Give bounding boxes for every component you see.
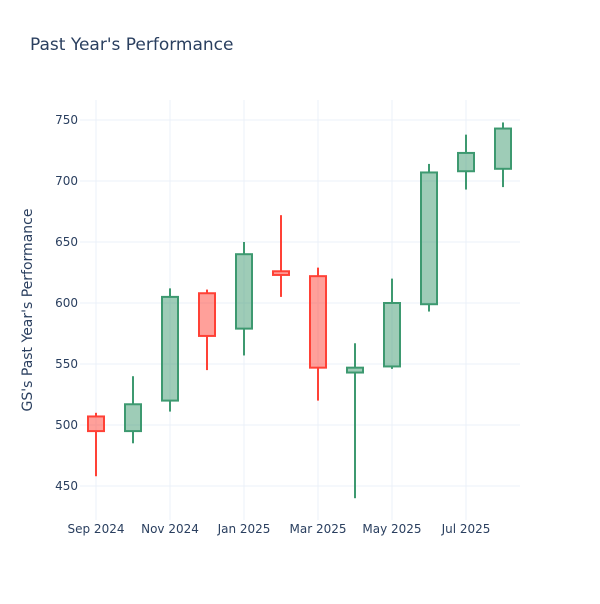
- candles: [87, 122, 512, 499]
- candle-body: [420, 171, 438, 306]
- candle-2025-04: [346, 343, 364, 499]
- candle-2025-06: [420, 163, 438, 312]
- candle-2024-11: [161, 288, 179, 412]
- x-tick-label: Jan 2025: [217, 522, 271, 536]
- x-axis-ticks: Sep 2024 Nov 2024 Jan 2025 Mar 2025 May 2025…: [68, 522, 491, 536]
- x-tick-label: Mar 2025: [290, 522, 347, 536]
- y-tick-label: 600: [55, 296, 78, 310]
- y-axis-ticks: 450 500 550 600 650 700 750: [55, 113, 78, 493]
- candle-2025-05: [383, 278, 401, 369]
- candle-2025-01: [235, 242, 253, 356]
- y-tick-label: 500: [55, 418, 78, 432]
- candle-body: [198, 292, 216, 337]
- candle-body: [494, 127, 512, 170]
- candle-body: [457, 151, 475, 173]
- candle-2025-03: [309, 267, 327, 401]
- candle-2024-12: [198, 289, 216, 371]
- candle-body: [124, 403, 142, 433]
- candle-2025-02: [272, 215, 290, 297]
- y-tick-label: 750: [55, 113, 78, 127]
- y-tick-label: 550: [55, 357, 78, 371]
- x-tick-label: May 2025: [362, 522, 421, 536]
- y-tick-label: 650: [55, 235, 78, 249]
- candle-body: [235, 253, 253, 330]
- x-tick-label: Nov 2024: [141, 522, 199, 536]
- candle-body: [309, 275, 327, 369]
- x-tick-label: Sep 2024: [68, 522, 125, 536]
- candle-2025-07: [457, 134, 475, 190]
- grid: [80, 100, 520, 520]
- y-tick-label: 700: [55, 174, 78, 188]
- x-tick-label: Jul 2025: [441, 522, 491, 536]
- candle-2025-08: [494, 122, 512, 188]
- candle-2024-10: [124, 376, 142, 444]
- candle-body: [87, 415, 105, 433]
- candle-body: [346, 366, 364, 374]
- candle-body: [383, 302, 401, 368]
- candle-body: [161, 295, 179, 402]
- y-tick-label: 450: [55, 479, 78, 493]
- chart-title: Past Year's Performance: [30, 35, 234, 55]
- y-axis-label: GS's Past Year's Performance: [20, 209, 36, 412]
- candle-2024-09: [87, 412, 105, 477]
- candle-body: [272, 270, 290, 276]
